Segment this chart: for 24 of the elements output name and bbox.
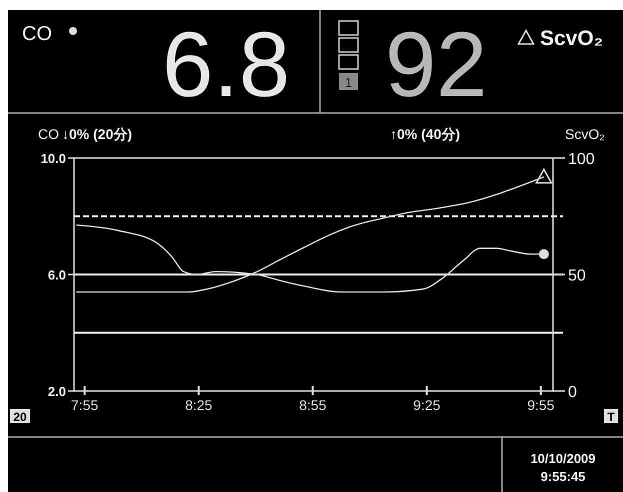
- y2-axis-title: ScvO₂: [565, 126, 605, 142]
- y2-tick-label: 0: [568, 384, 577, 401]
- text: 20: [13, 410, 27, 424]
- y-tick-label: 10.0: [40, 151, 66, 166]
- y-tick-label: 6.0: [48, 268, 66, 282]
- x-tick-label: 9:55: [527, 397, 555, 413]
- text: CO: [22, 23, 52, 45]
- text: 10/10/2009: [530, 451, 596, 466]
- x-tick-label: 8:25: [185, 397, 213, 413]
- y2-tick-label: 50: [568, 268, 586, 284]
- text: 9:55:45: [540, 469, 586, 484]
- x-tick-label: 7:55: [71, 397, 98, 413]
- x-tick-label: 8:55: [299, 397, 327, 413]
- text: ↑0% (40分): [390, 126, 460, 142]
- text: ↓0% (20分): [62, 126, 132, 142]
- text: 6.8: [162, 14, 290, 116]
- text: ScvO₂: [540, 27, 604, 50]
- y2-tick-label: 100: [568, 151, 595, 168]
- y-tick-label: 2.0: [48, 384, 66, 399]
- text: 1: [344, 75, 352, 90]
- x-tick-label: 9:25: [413, 397, 441, 413]
- y-axis-title: CO: [38, 126, 60, 142]
- text: 92: [385, 14, 488, 116]
- text: T: [607, 410, 616, 424]
